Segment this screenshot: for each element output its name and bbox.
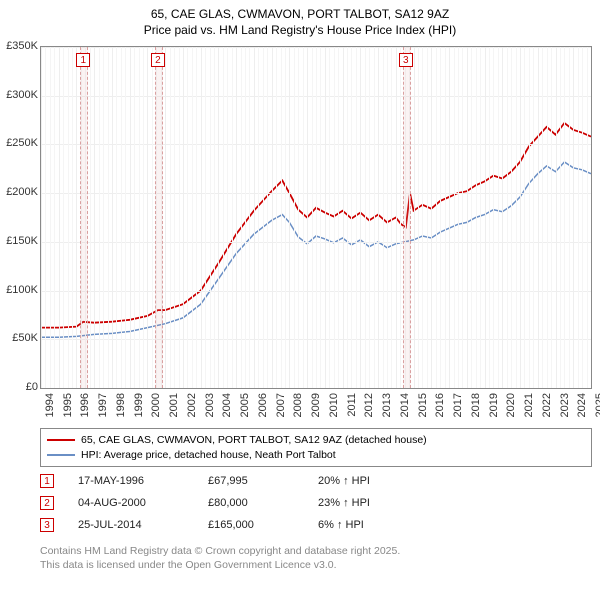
legend-label: HPI: Average price, detached house, Neat… [81, 448, 336, 463]
sale-date: 17-MAY-1996 [78, 475, 208, 487]
legend-item-hpi: HPI: Average price, detached house, Neat… [47, 448, 585, 463]
x-tick-label: 2012 [363, 393, 375, 417]
x-tick-label: 2024 [576, 393, 588, 417]
x-tick-label: 2009 [310, 393, 322, 417]
y-tick-label: £250K [0, 137, 38, 149]
sale-number-box: 2 [40, 496, 54, 510]
chart-title: 65, CAE GLAS, CWMAVON, PORT TALBOT, SA12… [0, 0, 600, 40]
x-tick-label: 1997 [97, 393, 109, 417]
legend: 65, CAE GLAS, CWMAVON, PORT TALBOT, SA12… [40, 428, 592, 467]
y-tick-label: £350K [0, 40, 38, 52]
table-row: 2 04-AUG-2000 £80,000 23% ↑ HPI [40, 492, 592, 514]
x-tick-label: 2002 [186, 393, 198, 417]
x-tick-label: 2005 [239, 393, 251, 417]
y-tick-label: £50K [0, 332, 38, 344]
attribution-line-2: This data is licensed under the Open Gov… [40, 558, 592, 572]
sale-number-box: 1 [40, 474, 54, 488]
sale-delta: 6% ↑ HPI [318, 519, 438, 531]
y-tick-label: £100K [0, 284, 38, 296]
x-tick-label: 2022 [541, 393, 553, 417]
x-tick-label: 2008 [292, 393, 304, 417]
x-tick-label: 1998 [115, 393, 127, 417]
x-tick-label: 2014 [399, 393, 411, 417]
chart-container: 65, CAE GLAS, CWMAVON, PORT TALBOT, SA12… [0, 0, 600, 590]
sales-table: 1 17-MAY-1996 £67,995 20% ↑ HPI 2 04-AUG… [40, 470, 592, 536]
x-tick-label: 2021 [523, 393, 535, 417]
x-tick-label: 2010 [328, 393, 340, 417]
x-tick-label: 2020 [505, 393, 517, 417]
x-tick-label: 2015 [417, 393, 429, 417]
legend-swatch-red [47, 439, 75, 441]
x-tick-label: 1994 [44, 393, 56, 417]
sale-delta: 20% ↑ HPI [318, 475, 438, 487]
legend-label: 65, CAE GLAS, CWMAVON, PORT TALBOT, SA12… [81, 433, 427, 448]
attribution-line-1: Contains HM Land Registry data © Crown c… [40, 544, 592, 558]
x-tick-label: 2016 [434, 393, 446, 417]
x-tick-label: 1996 [79, 393, 91, 417]
y-tick-label: £150K [0, 235, 38, 247]
sale-delta: 23% ↑ HPI [318, 497, 438, 509]
sale-date: 25-JUL-2014 [78, 519, 208, 531]
x-tick-label: 1995 [62, 393, 74, 417]
x-tick-label: 2017 [452, 393, 464, 417]
title-line-2: Price paid vs. HM Land Registry's House … [8, 22, 592, 38]
x-tick-label: 2006 [257, 393, 269, 417]
y-tick-label: £200K [0, 186, 38, 198]
plot-area: 1 2 3 [40, 46, 592, 389]
x-tick-label: 2013 [381, 393, 393, 417]
title-line-1: 65, CAE GLAS, CWMAVON, PORT TALBOT, SA12… [8, 6, 592, 22]
x-tick-label: 2004 [221, 393, 233, 417]
sale-marker: 2 [151, 53, 165, 67]
y-tick-label: £0 [0, 381, 38, 393]
x-tick-label: 2003 [204, 393, 216, 417]
x-tick-label: 2001 [168, 393, 180, 417]
x-tick-label: 2000 [150, 393, 162, 417]
sale-marker: 1 [76, 53, 90, 67]
sale-marker: 3 [399, 53, 413, 67]
x-tick-label: 2025 [594, 393, 600, 417]
x-tick-label: 2011 [346, 393, 358, 417]
x-tick-label: 2007 [275, 393, 287, 417]
x-tick-label: 2018 [470, 393, 482, 417]
legend-item-price-paid: 65, CAE GLAS, CWMAVON, PORT TALBOT, SA12… [47, 433, 585, 448]
sale-price: £80,000 [208, 497, 318, 509]
table-row: 3 25-JUL-2014 £165,000 6% ↑ HPI [40, 514, 592, 536]
x-tick-label: 1999 [133, 393, 145, 417]
attribution: Contains HM Land Registry data © Crown c… [40, 544, 592, 572]
y-tick-label: £300K [0, 89, 38, 101]
table-row: 1 17-MAY-1996 £67,995 20% ↑ HPI [40, 470, 592, 492]
sale-date: 04-AUG-2000 [78, 497, 208, 509]
sale-price: £67,995 [208, 475, 318, 487]
sale-price: £165,000 [208, 519, 318, 531]
x-tick-label: 2023 [559, 393, 571, 417]
x-tick-label: 2019 [488, 393, 500, 417]
sale-number-box: 3 [40, 518, 54, 532]
legend-swatch-blue [47, 454, 75, 456]
